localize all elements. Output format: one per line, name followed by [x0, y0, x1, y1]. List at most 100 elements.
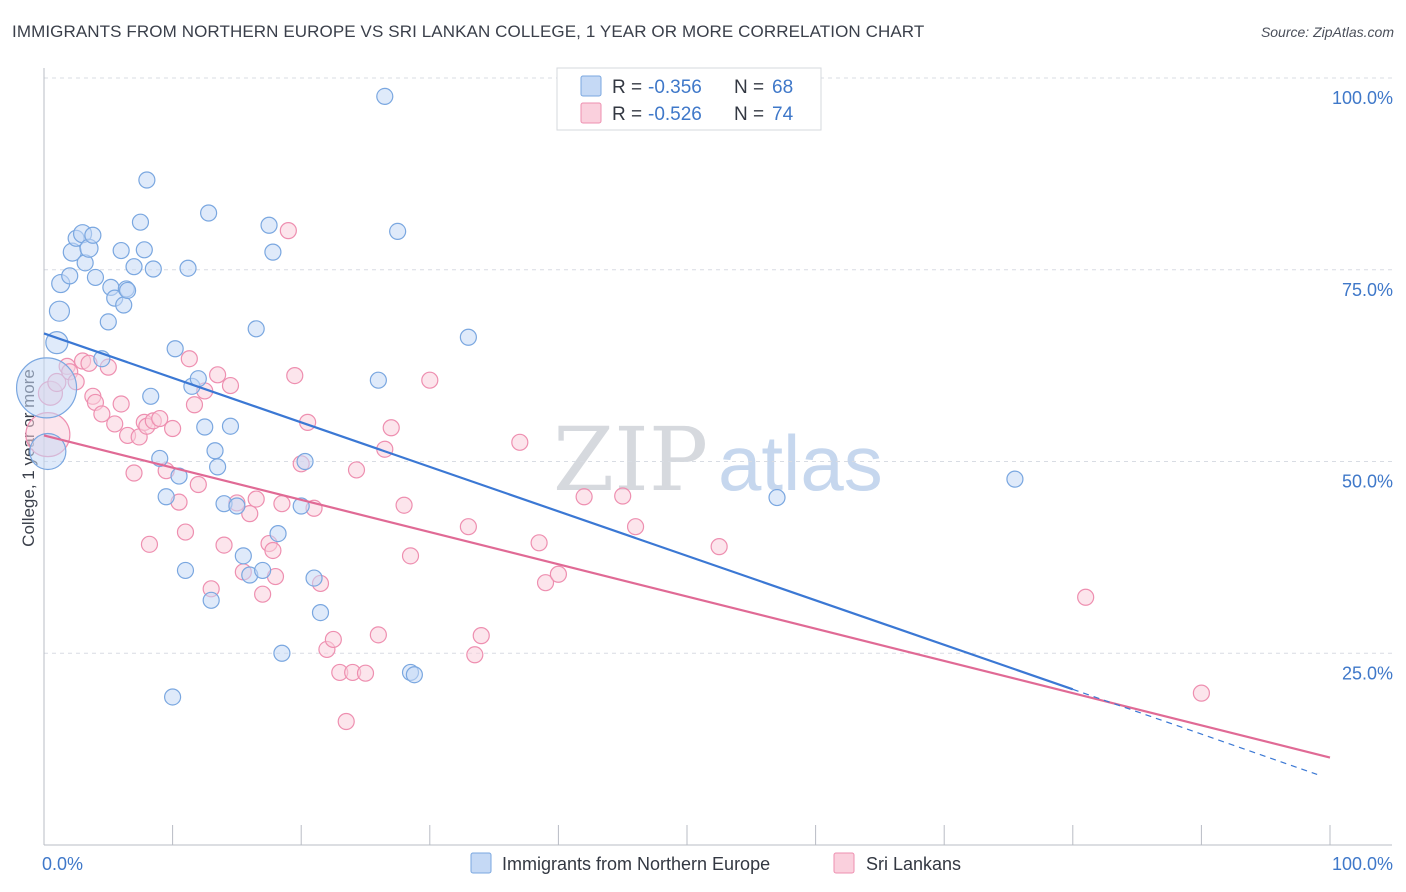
data-point	[459, 328, 477, 346]
chart-title: IMMIGRANTS FROM NORTHERN EUROPE VS SRI L…	[12, 22, 925, 41]
y-tick-label: 25.0%	[1342, 663, 1393, 683]
x-tick-label-min: 0.0%	[42, 854, 83, 874]
bottom-legend-swatch-pink	[833, 852, 855, 874]
data-point	[575, 488, 593, 506]
data-point	[1006, 470, 1024, 488]
data-point	[125, 464, 143, 482]
data-point	[106, 415, 124, 433]
trend-lines	[43, 332, 1331, 776]
y-tick-label: 75.0%	[1342, 280, 1393, 300]
data-point	[206, 442, 224, 460]
data-point	[166, 340, 184, 358]
data-point	[200, 204, 218, 222]
data-point	[311, 603, 330, 622]
data-point	[292, 497, 310, 515]
data-point	[405, 666, 423, 684]
data-point	[324, 630, 342, 649]
data-point	[115, 296, 133, 314]
series-northern-europe	[15, 87, 1024, 706]
data-point	[15, 357, 78, 419]
data-point	[269, 524, 287, 543]
data-point	[626, 518, 645, 536]
data-point	[157, 488, 175, 506]
legend-r-label-blue: R =	[612, 77, 642, 98]
legend-n-label-pink: N =	[734, 104, 764, 125]
data-point	[254, 585, 272, 603]
data-point	[530, 534, 548, 552]
data-point	[93, 405, 111, 423]
data-point	[264, 243, 282, 261]
data-point	[466, 646, 484, 664]
data-point	[138, 171, 156, 189]
legend-n-value-blue: 68	[772, 77, 793, 98]
legend-swatch-blue	[580, 75, 602, 97]
data-point	[215, 536, 233, 554]
legend-n-value-pink: 74	[772, 104, 794, 125]
data-point	[176, 561, 195, 580]
data-point	[84, 226, 102, 244]
data-point	[234, 547, 252, 565]
trend-line-northern-europe-extrapolated	[1072, 688, 1318, 776]
data-point	[164, 419, 182, 438]
data-point	[279, 222, 297, 240]
data-point	[389, 222, 407, 240]
data-point	[401, 547, 420, 565]
bottom-legend-label-pink: Sri Lankans	[866, 854, 961, 874]
data-point	[305, 569, 323, 587]
data-point	[254, 561, 272, 580]
data-point	[369, 626, 387, 644]
data-point	[376, 87, 394, 106]
legend-r-value-blue: -0.356	[648, 77, 702, 98]
data-point	[170, 467, 188, 485]
x-axis-ticks	[43, 825, 1331, 845]
data-point	[273, 644, 291, 662]
data-point	[459, 518, 477, 536]
data-point	[1192, 684, 1211, 702]
correlation-legend: R = -0.356 N = 68 R = -0.526 N = 74	[556, 67, 822, 131]
data-point	[395, 496, 413, 514]
data-point	[185, 396, 204, 414]
bottom-legend-label-blue: Immigrants from Northern Europe	[502, 854, 770, 874]
data-point	[221, 417, 240, 435]
data-point	[112, 241, 130, 260]
data-point	[179, 259, 197, 277]
data-point	[536, 574, 555, 592]
data-point	[29, 432, 67, 471]
legend-n-label-blue: N =	[734, 77, 764, 98]
data-point	[260, 216, 278, 234]
data-point	[549, 565, 568, 583]
data-point	[337, 712, 355, 731]
legend-r-label-pink: R =	[612, 104, 642, 125]
data-point	[369, 371, 387, 389]
data-point	[48, 300, 71, 322]
data-point	[347, 461, 366, 479]
data-point	[189, 475, 207, 494]
series-legend: Immigrants from Northern Europe Sri Lank…	[470, 852, 961, 874]
data-point	[228, 497, 246, 515]
data-point	[221, 376, 240, 395]
data-point	[241, 505, 259, 523]
data-point	[180, 350, 198, 368]
data-point	[118, 281, 137, 300]
data-point	[99, 313, 117, 331]
data-point	[196, 418, 214, 436]
data-point	[264, 541, 282, 560]
data-point	[1077, 588, 1095, 606]
legend-swatch-pink	[580, 102, 602, 124]
data-point	[144, 260, 162, 278]
data-point	[86, 268, 105, 287]
data-point	[142, 387, 160, 405]
data-point	[356, 664, 375, 682]
data-point	[131, 213, 150, 231]
trend-line-northern-europe	[43, 332, 1074, 691]
chart-source: Source: ZipAtlas.com	[1260, 24, 1394, 40]
data-point	[176, 523, 195, 541]
data-point	[273, 495, 291, 513]
y-axis-tick-labels: 100.0% 75.0% 50.0% 25.0%	[1332, 88, 1393, 683]
y-tick-label: 50.0%	[1342, 472, 1393, 492]
x-tick-label-max: 100.0%	[1332, 854, 1393, 874]
data-point	[140, 535, 159, 553]
y-tick-label: 100.0%	[1332, 88, 1393, 108]
data-point	[286, 366, 304, 385]
